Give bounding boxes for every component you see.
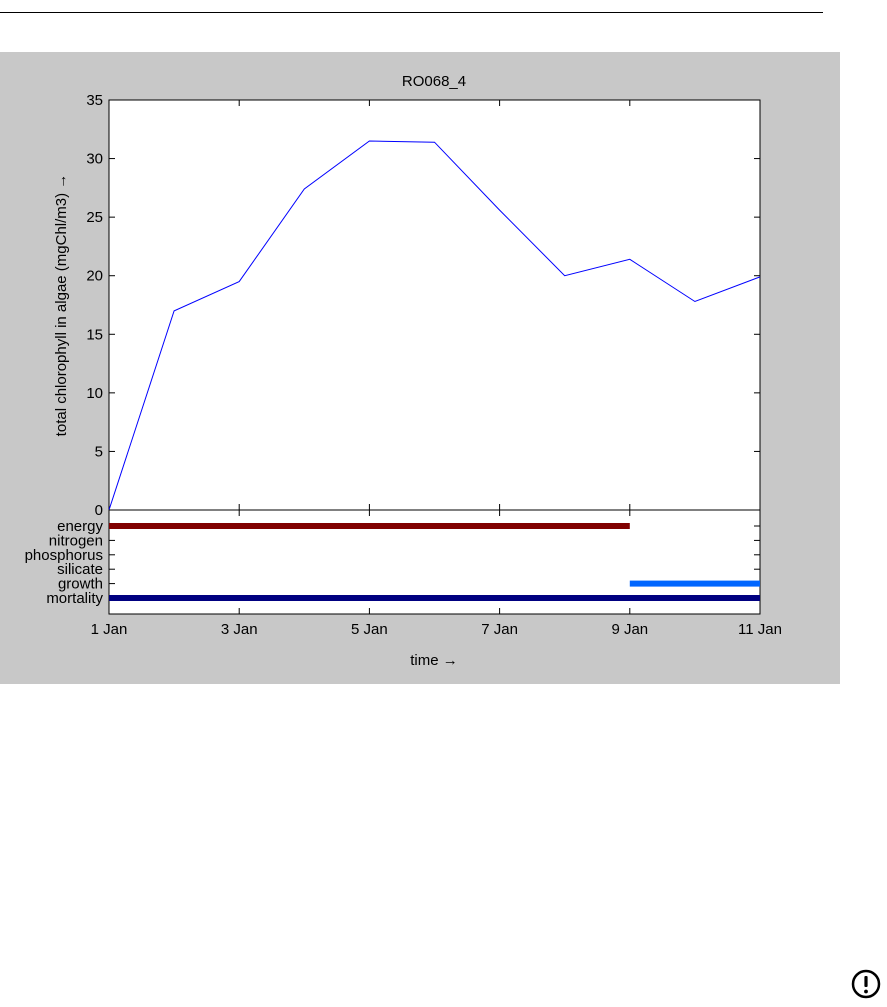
category-label-nitrogen: nitrogen — [49, 532, 103, 549]
alert-circle-icon — [851, 969, 881, 999]
y-tick-label: 5 — [95, 443, 103, 460]
y-tick-label: 20 — [86, 268, 103, 285]
figure-panel: RO068_4 0 5 10 15 20 25 30 35 total chlorophyll… — [0, 52, 840, 684]
upper-axes-box — [108, 99, 761, 511]
bar-energy — [109, 523, 630, 529]
x-axis-label: time → — [410, 652, 458, 669]
bar-growth — [629, 580, 760, 587]
limitation-bars — [109, 523, 760, 601]
y-axis-label: total chlorophyll in algae (mgChl/m3) → — [53, 174, 70, 437]
category-labels: energynitrogenphosphorussilicategrowthmo… — [25, 518, 104, 607]
category-label-energy: energy — [57, 518, 103, 535]
y-tick-label: 35 — [86, 92, 103, 109]
category-label-silicate: silicate — [57, 561, 103, 578]
x-tick-label: 11 Jan — [738, 621, 782, 638]
category-label-mortality: mortality — [46, 590, 103, 607]
y-tick-label: 30 — [86, 151, 103, 168]
category-label-phosphorus: phosphorus — [25, 547, 103, 564]
x-tick-label: 5 Jan — [351, 621, 388, 638]
y-tick-label: 25 — [86, 209, 103, 226]
upper-y-ticks: 0 5 10 15 20 25 30 35 — [86, 92, 760, 519]
category-label-growth: growth — [58, 576, 103, 593]
x-tick-label: 7 Jan — [481, 621, 518, 638]
chart-svg: RO068_4 0 5 10 15 20 25 30 35 total chlorophyll… — [25, 73, 782, 669]
x-tick-labels: 1 Jan 3 Jan 5 Jan 7 Jan 9 Jan 11 Jan — [91, 621, 782, 638]
y-tick-label: 15 — [86, 326, 103, 343]
x-tick-label: 1 Jan — [91, 621, 128, 638]
y-tick-label: 0 — [95, 502, 103, 519]
chart-title: RO068_4 — [402, 73, 466, 90]
bar-mortality — [109, 595, 760, 601]
top-divider — [0, 12, 823, 13]
y-tick-label: 10 — [86, 385, 103, 402]
x-tick-label: 3 Jan — [221, 621, 258, 638]
x-tick-label: 9 Jan — [611, 621, 648, 638]
upper-x-ticks — [108, 100, 761, 510]
series-line — [108, 140, 761, 511]
